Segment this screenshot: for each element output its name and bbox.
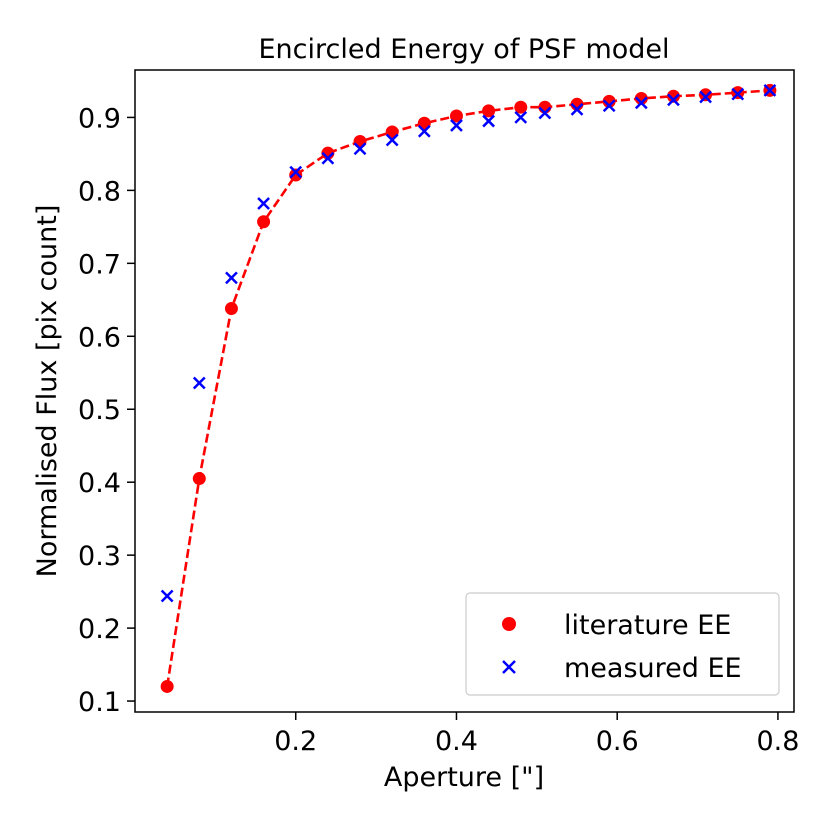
data-point-literature <box>449 109 463 123</box>
legend-label-literature: literature EE <box>564 610 731 641</box>
data-point-measured <box>225 271 238 285</box>
data-point-measured <box>634 96 648 110</box>
data-point-measured <box>353 142 367 156</box>
x-tick-label: 0.6 <box>596 726 639 757</box>
legend-marker-literature <box>502 617 516 631</box>
data-point-measured <box>602 99 616 113</box>
axes-frame <box>134 69 795 713</box>
data-point-measured <box>385 133 399 147</box>
y-tick-label: 0.7 <box>78 249 121 280</box>
data-point-measured <box>417 124 431 138</box>
data-point-literature <box>666 89 680 103</box>
x-tick-label: 0.2 <box>274 726 317 757</box>
data-point-literature <box>482 104 496 118</box>
data-point-literature <box>257 215 271 229</box>
y-tick-label: 0.5 <box>78 395 121 426</box>
data-point-literature <box>602 94 616 108</box>
data-point-measured <box>160 589 174 603</box>
data-point-measured <box>192 376 206 390</box>
data-point-measured <box>570 103 584 116</box>
y-tick-label: 0.6 <box>78 322 121 353</box>
data-point-measured <box>482 114 495 128</box>
data-point-measured <box>321 151 335 165</box>
data-point-literature <box>289 168 303 182</box>
chart-title: Encircled Energy of PSF model <box>258 34 669 65</box>
x-tick-label: 0.4 <box>435 726 478 757</box>
data-point-measured <box>763 84 777 97</box>
legend-box <box>465 592 780 696</box>
data-point-measured <box>731 87 745 101</box>
data-point-measured <box>699 90 712 104</box>
y-tick-label: 0.8 <box>78 176 121 207</box>
data-point-literature <box>514 100 528 114</box>
data-point-measured <box>514 111 528 124</box>
data-point-measured <box>289 165 303 179</box>
data-point-literature <box>192 472 206 486</box>
x-tick-label: 0.8 <box>756 726 799 757</box>
data-point-literature <box>699 88 713 102</box>
data-point-literature <box>634 91 648 105</box>
plot-area <box>160 83 777 693</box>
legend: literature EE measured EE <box>465 592 780 696</box>
data-point-measured <box>667 93 680 107</box>
x-axis-label: Aperture ["] <box>384 762 544 793</box>
data-point-measured <box>450 119 463 132</box>
axis-ticks: 0.2 0.4 0.6 0.8 0.1 0.2 0.3 0.4 0.5 0.6 0.7 0.8 0.9 <box>78 103 799 757</box>
legend-marker-measured <box>502 660 516 674</box>
data-point-literature <box>224 302 238 316</box>
data-point-literature <box>160 679 174 693</box>
data-point-measured <box>538 106 552 120</box>
y-tick-label: 0.9 <box>78 103 121 134</box>
y-tick-label: 0.1 <box>78 687 121 718</box>
data-point-literature <box>353 134 367 148</box>
y-tick-label: 0.2 <box>78 614 121 645</box>
y-tick-label: 0.4 <box>78 468 121 499</box>
legend-label-measured: measured EE <box>564 653 742 684</box>
y-tick-label: 0.3 <box>78 541 121 572</box>
y-axis-label: Normalised Flux [pix count] <box>32 205 63 578</box>
data-point-measured <box>257 197 270 210</box>
